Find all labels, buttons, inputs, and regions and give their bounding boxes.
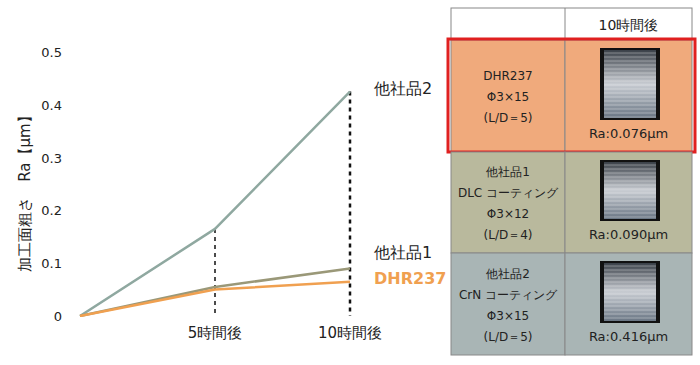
- photo-stripe: [604, 278, 656, 279]
- photo-stripe: [604, 89, 656, 90]
- photo-stripe: [604, 101, 656, 102]
- cell-border: [565, 8, 566, 40]
- photo-stripe: [604, 105, 656, 106]
- y-axis-label: 加工面粗さ Ra【μm】: [16, 108, 34, 271]
- photo-frame: [600, 48, 660, 120]
- photo-stripe: [604, 185, 656, 186]
- photo-stripe: [604, 169, 656, 170]
- header-cell: 10時間後: [599, 17, 659, 33]
- photo-stripe: [604, 318, 656, 319]
- highlight-box: [448, 39, 695, 152]
- photo-stripe: [604, 302, 656, 303]
- photo-stripe: [604, 282, 656, 283]
- y-tick-label: 0.2: [41, 203, 62, 218]
- photo-stripe: [604, 57, 656, 58]
- row-label: (L/D＝4): [484, 228, 533, 242]
- photo-stripe: [604, 205, 656, 206]
- photo-stripe: [604, 189, 656, 190]
- photo-stripe: [604, 173, 656, 174]
- comparison-table: 10時間後 DHR237 Φ3×15 (L/D＝5) Ra:0.076μm 他社品1 DLC…: [448, 8, 695, 355]
- photo-stripe: [604, 217, 656, 218]
- photo-stripe: [604, 286, 656, 287]
- photo-stripe: [604, 306, 656, 307]
- photo-stripe: [604, 314, 656, 315]
- label-cell: [451, 152, 565, 253]
- photo-stripe: [604, 77, 656, 78]
- photo-stripe: [604, 61, 656, 62]
- row-label: (L/D＝5): [484, 111, 533, 125]
- photo-stripe: [604, 201, 656, 202]
- photo-stripe: [604, 69, 656, 70]
- photo-stripe: [604, 113, 656, 114]
- surface-photo: [604, 263, 656, 321]
- photo-stripe: [604, 193, 656, 194]
- photo-stripe: [604, 53, 656, 54]
- ra-value: Ra:0.416μm: [589, 329, 668, 344]
- row-label: 他社品2: [486, 267, 530, 281]
- figure: 加工面粗さ Ra【μm】00.10.20.30.40.55時間後10時間後他社品…: [0, 0, 700, 365]
- photo-stripe: [604, 274, 656, 275]
- row-label: DHR237: [483, 69, 533, 83]
- row-label: (L/D＝5): [484, 330, 533, 344]
- y-tick-label: 0.4: [41, 98, 62, 113]
- label-cell: [451, 253, 565, 355]
- photo-stripe: [604, 197, 656, 198]
- label-cell: [451, 40, 565, 152]
- photo-stripe: [604, 213, 656, 214]
- photo-stripe: [604, 298, 656, 299]
- photo-stripe: [604, 73, 656, 74]
- photo-stripe: [604, 270, 656, 271]
- photo-stripe: [604, 177, 656, 178]
- series-label: 他社品2: [374, 79, 432, 98]
- photo-frame: [600, 261, 660, 323]
- x-tick-label: 5時間後: [188, 324, 243, 342]
- table-header: [451, 8, 692, 40]
- photo-stripe: [604, 310, 656, 311]
- row-label: Φ3×12: [487, 207, 529, 221]
- y-tick-label: 0.3: [41, 151, 62, 166]
- series-line: [80, 282, 350, 316]
- photo-stripe: [604, 81, 656, 82]
- y-tick-label: 0.5: [41, 45, 62, 60]
- row-label: CrN コーティング: [459, 288, 558, 302]
- x-tick-label: 10時間後: [318, 324, 382, 342]
- photo-stripe: [604, 294, 656, 295]
- photo-stripe: [604, 85, 656, 86]
- ra-value: Ra:0.090μm: [589, 227, 668, 242]
- photo-cell: [565, 253, 692, 355]
- photo-stripe: [604, 117, 656, 118]
- row-label: Φ3×15: [487, 309, 529, 323]
- photo-stripe: [604, 266, 656, 267]
- series-line: [80, 92, 350, 316]
- series-label: 他社品1: [374, 243, 432, 262]
- photo-cell: [565, 40, 692, 152]
- surface-photo: [604, 162, 656, 219]
- photo-stripe: [604, 65, 656, 66]
- photo-stripe: [604, 109, 656, 110]
- row-label: 他社品1: [486, 165, 530, 179]
- ra-value: Ra:0.076μm: [589, 126, 668, 141]
- series-label: DHR237: [374, 269, 446, 288]
- photo-frame: [600, 160, 660, 221]
- surface-photo: [604, 50, 656, 118]
- plot-area: [80, 92, 350, 316]
- photo-cell: [565, 152, 692, 253]
- photo-stripe: [604, 209, 656, 210]
- photo-stripe: [604, 290, 656, 291]
- photo-stripe: [604, 97, 656, 98]
- photo-stripe: [604, 165, 656, 166]
- row-label: Φ3×15: [487, 90, 529, 104]
- y-tick-label: 0: [54, 309, 62, 324]
- row-label: DLC コーティング: [458, 186, 559, 200]
- y-tick-label: 0.1: [41, 256, 62, 271]
- series-line: [80, 268, 350, 316]
- photo-stripe: [604, 181, 656, 182]
- guide-line: [214, 229, 216, 316]
- photo-stripe: [604, 93, 656, 94]
